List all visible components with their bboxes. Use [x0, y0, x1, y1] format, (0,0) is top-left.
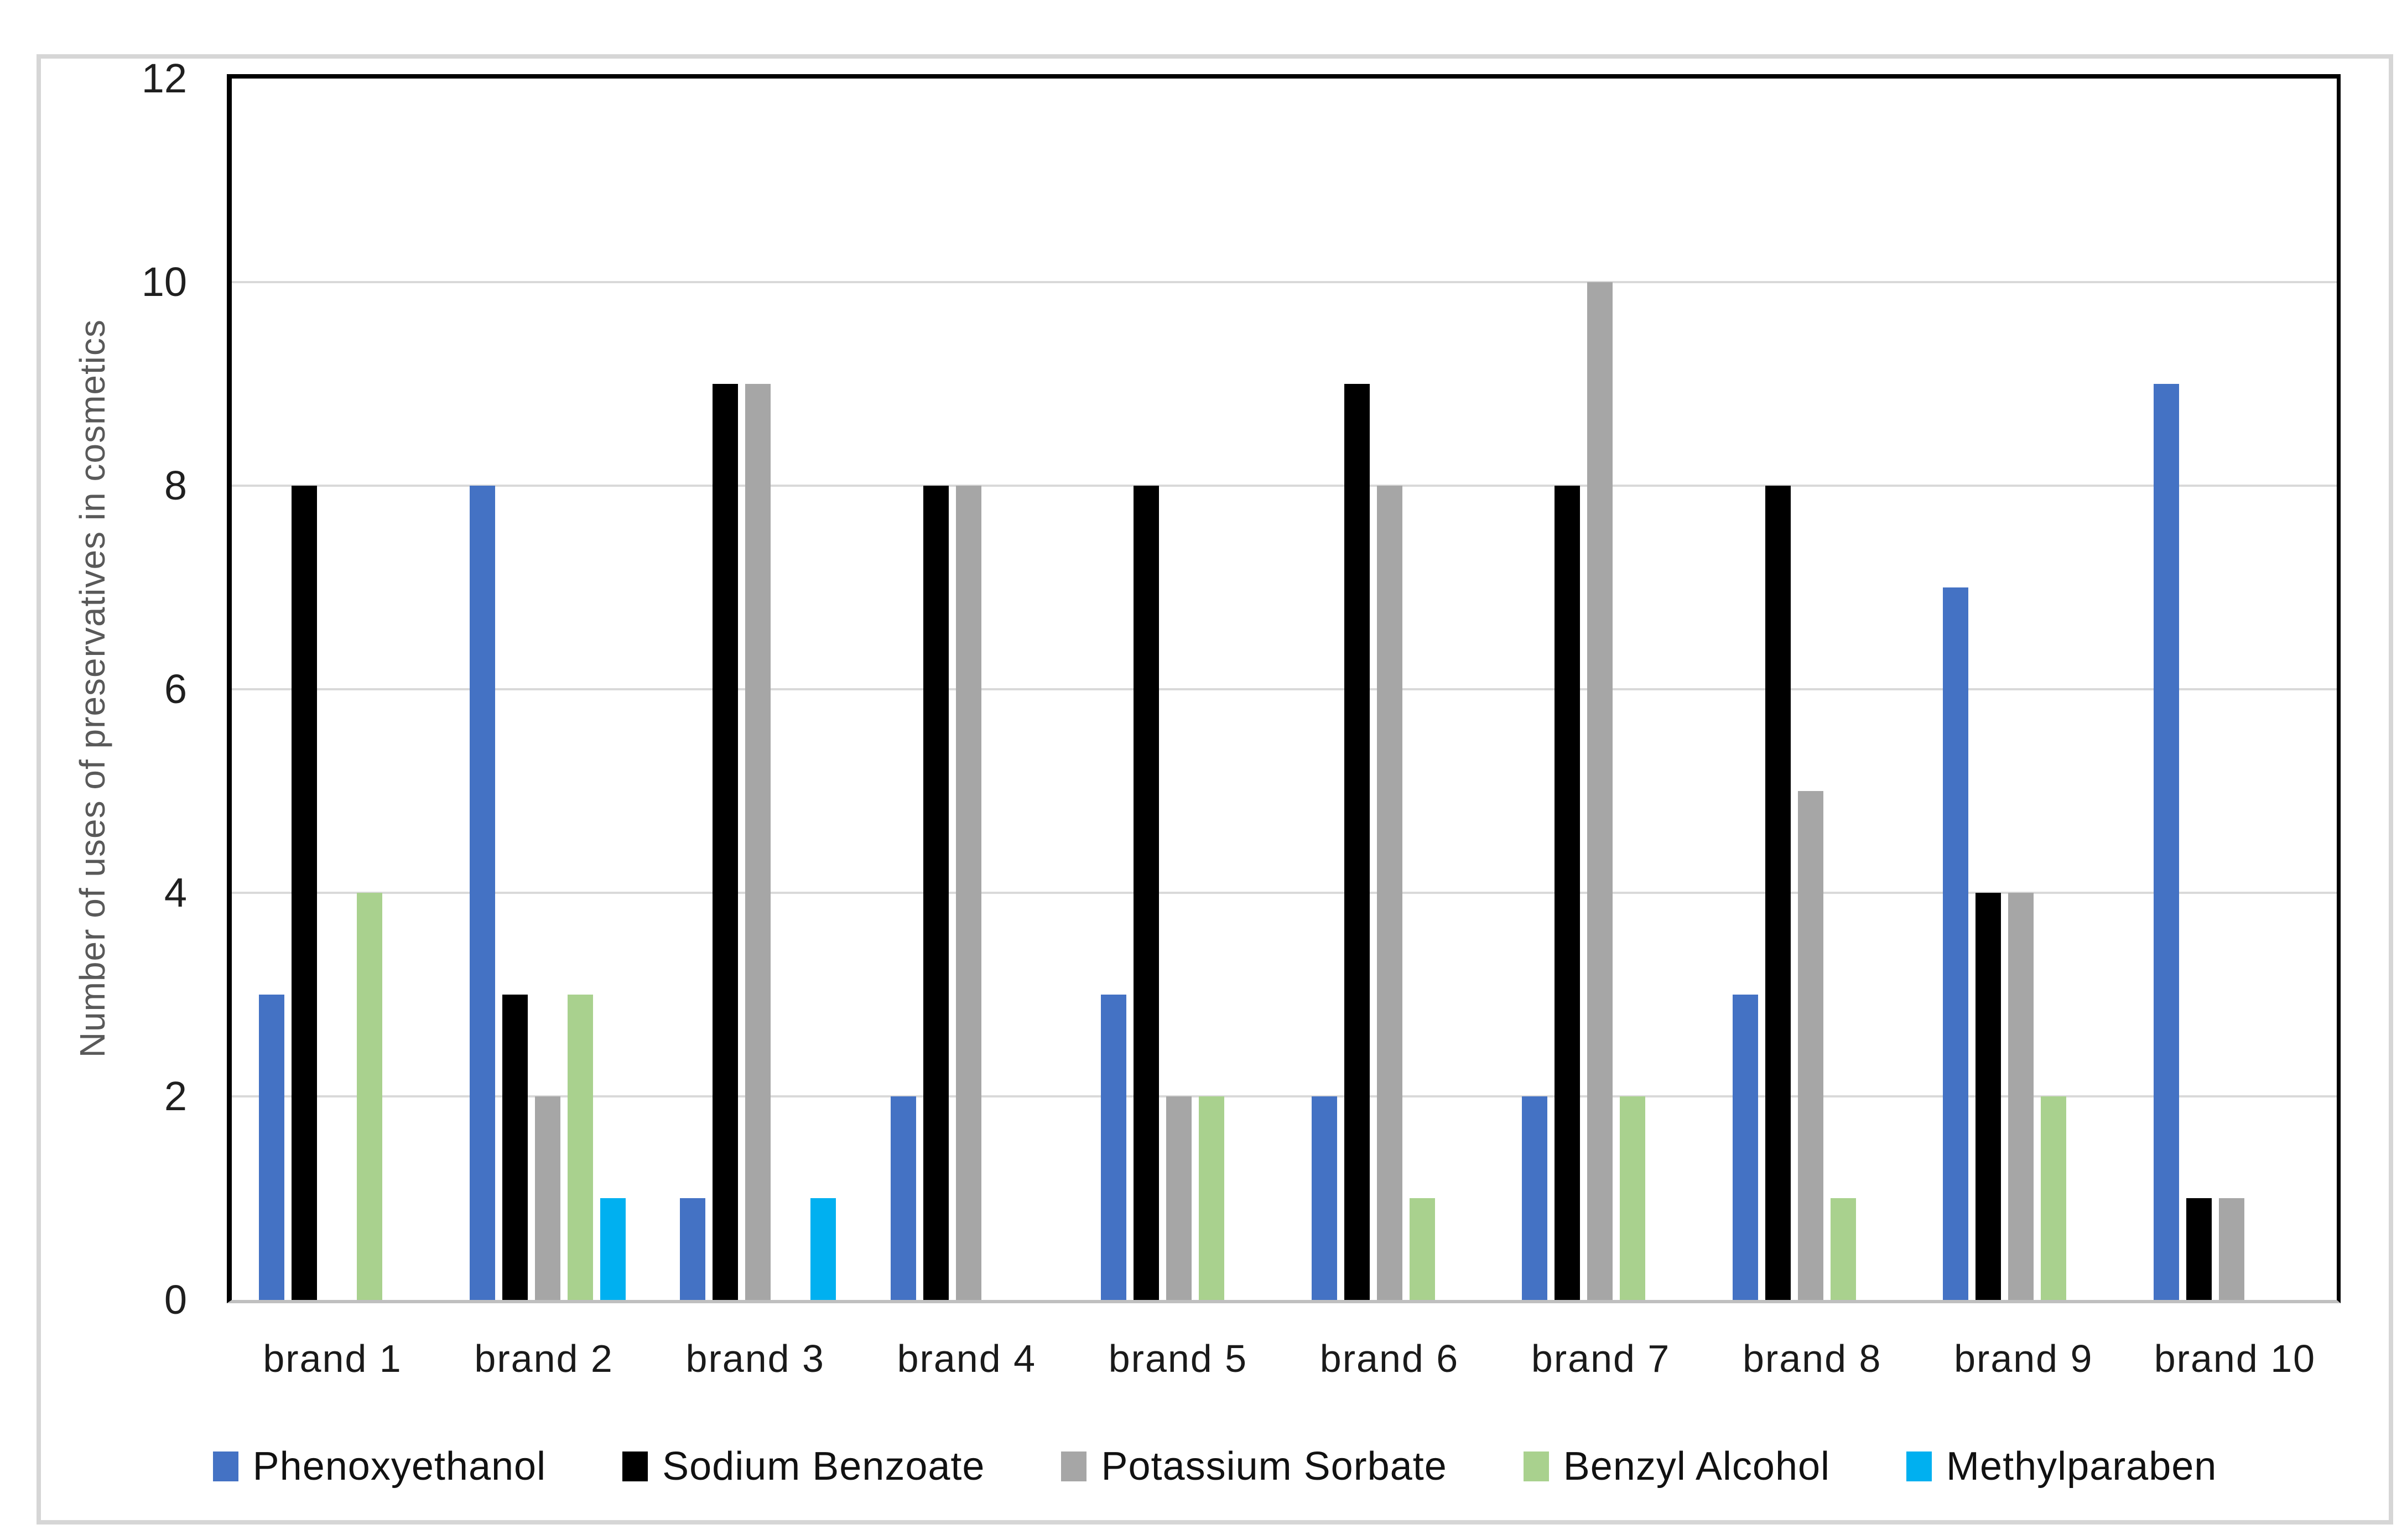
bar-group-brand-2	[443, 79, 653, 1300]
x-axis-label-brand-1: brand 1	[263, 1337, 402, 1380]
gridline-6	[232, 688, 2337, 690]
x-axis-label-brand-7: brand 7	[1531, 1337, 1671, 1380]
bar-brand-10-phenoxyethanol	[2153, 384, 2179, 1300]
bars-layer	[232, 79, 2337, 1300]
bar-brand-2-benzyl-alcohol	[567, 995, 593, 1300]
x-axis-label-brand-9: brand 9	[1954, 1337, 2093, 1380]
bar-brand-7-benzyl-alcohol	[1620, 1096, 1646, 1300]
x-axis-label-brand-8: brand 8	[1742, 1337, 1882, 1380]
gridline-10	[232, 281, 2337, 283]
y-tick-label-2: 2	[164, 1073, 187, 1119]
legend-swatch-methylparaben	[1906, 1451, 1932, 1481]
y-tick-label-0: 0	[164, 1277, 187, 1323]
bar-brand-9-benzyl-alcohol	[2041, 1096, 2067, 1300]
legend: Phenoxyethanol Sodium Benzoate Potassium S…	[41, 1436, 2389, 1497]
legend-label-phenoxyethanol: Phenoxyethanol	[252, 1444, 547, 1489]
chart-card: Number of uses of preservatives in cosme…	[37, 54, 2393, 1525]
bar-brand-5-sodium-benzoate	[1134, 486, 1160, 1300]
bar-group-brand-5	[1074, 79, 1285, 1300]
bar-brand-5-benzyl-alcohol	[1199, 1096, 1225, 1300]
bar-brand-6-phenoxyethanol	[1311, 1096, 1337, 1300]
bar-brand-5-potassium-sorbate	[1166, 1096, 1192, 1300]
bar-group-brand-7	[1495, 79, 1706, 1300]
bar-brand-3-methylparaben	[810, 1198, 836, 1300]
y-tick-label-10: 10	[141, 259, 187, 305]
bar-brand-9-sodium-benzoate	[1975, 893, 2001, 1300]
legend-item-methylparaben: Methylparaben	[1906, 1444, 2217, 1489]
y-tick-label-12: 12	[141, 55, 187, 101]
bar-brand-2-potassium-sorbate	[534, 1096, 560, 1300]
x-axis-label-brand-10: brand 10	[2154, 1337, 2316, 1380]
x-axis-label-brand-6: brand 6	[1319, 1337, 1459, 1380]
bar-brand-6-potassium-sorbate	[1376, 486, 1402, 1300]
legend-swatch-phenoxyethanol	[212, 1451, 238, 1481]
x-axis-label-brand-4: brand 4	[897, 1337, 1037, 1380]
bar-brand-3-potassium-sorbate	[745, 384, 771, 1300]
legend-label-sodium-benzoate: Sodium Benzoate	[662, 1444, 985, 1489]
legend-label-methylparaben: Methylparaben	[1946, 1444, 2217, 1489]
gridline-4	[232, 892, 2337, 894]
x-axis-label-brand-3: brand 3	[685, 1337, 825, 1380]
bar-brand-8-sodium-benzoate	[1765, 486, 1791, 1300]
legend-item-benzyl-alcohol: Benzyl Alcohol	[1523, 1444, 1831, 1489]
bar-group-brand-8	[1706, 79, 1916, 1300]
bar-brand-1-sodium-benzoate	[292, 486, 318, 1300]
bar-brand-1-benzyl-alcohol	[357, 893, 383, 1300]
bar-group-brand-3	[653, 79, 864, 1300]
bar-group-brand-9	[1916, 79, 2127, 1300]
gridline-2	[232, 1095, 2337, 1098]
bar-brand-3-sodium-benzoate	[713, 384, 739, 1300]
bar-brand-9-phenoxyethanol	[1943, 587, 1969, 1300]
bar-brand-1-phenoxyethanol	[259, 995, 285, 1300]
legend-swatch-sodium-benzoate	[622, 1451, 648, 1481]
bar-group-brand-1	[232, 79, 443, 1300]
bar-brand-6-benzyl-alcohol	[1409, 1198, 1435, 1300]
bar-group-brand-10	[2127, 79, 2337, 1300]
y-tick-label-6: 6	[164, 666, 187, 712]
bar-brand-4-phenoxyethanol	[890, 1096, 916, 1300]
legend-swatch-benzyl-alcohol	[1523, 1451, 1549, 1481]
legend-item-potassium-sorbate: Potassium Sorbate	[1061, 1444, 1447, 1489]
bar-brand-7-sodium-benzoate	[1555, 486, 1581, 1300]
y-tick-label-8: 8	[164, 462, 187, 508]
legend-label-benzyl-alcohol: Benzyl Alcohol	[1563, 1444, 1831, 1489]
bar-brand-8-potassium-sorbate	[1797, 791, 1823, 1300]
legend-swatch-potassium-sorbate	[1061, 1451, 1087, 1481]
bar-brand-6-sodium-benzoate	[1344, 384, 1370, 1300]
x-axis-label-brand-2: brand 2	[474, 1337, 614, 1380]
legend-item-phenoxyethanol: Phenoxyethanol	[212, 1444, 547, 1489]
bar-brand-9-potassium-sorbate	[2008, 893, 2034, 1300]
bar-brand-3-phenoxyethanol	[680, 1198, 706, 1300]
bar-brand-4-potassium-sorbate	[955, 486, 981, 1300]
bar-group-brand-4	[864, 79, 1074, 1300]
gridline-8	[232, 485, 2337, 487]
plot-area	[227, 74, 2341, 1303]
bar-brand-4-sodium-benzoate	[923, 486, 949, 1300]
bar-brand-2-sodium-benzoate	[502, 995, 528, 1300]
bar-brand-2-phenoxyethanol	[469, 486, 495, 1300]
legend-label-potassium-sorbate: Potassium Sorbate	[1101, 1444, 1447, 1489]
bar-brand-2-methylparaben	[600, 1198, 626, 1300]
bar-brand-5-phenoxyethanol	[1101, 995, 1127, 1300]
x-axis-label-brand-5: brand 5	[1108, 1337, 1248, 1380]
bar-brand-8-benzyl-alcohol	[1830, 1198, 1856, 1300]
y-tick-label-4: 4	[164, 870, 187, 915]
y-axis-ticks: 0 2 4 6 8 10 12	[41, 58, 227, 1320]
x-axis-labels: brand 1 brand 2 brand 3 brand 4 brand 5 brand…	[227, 1338, 2341, 1380]
bar-brand-10-sodium-benzoate	[2186, 1198, 2212, 1300]
bar-brand-7-potassium-sorbate	[1587, 282, 1613, 1300]
bar-brand-7-phenoxyethanol	[1522, 1096, 1548, 1300]
legend-item-sodium-benzoate: Sodium Benzoate	[622, 1444, 985, 1489]
bar-brand-10-potassium-sorbate	[2218, 1198, 2244, 1300]
bar-brand-8-phenoxyethanol	[1732, 995, 1758, 1300]
bar-group-brand-6	[1285, 79, 1495, 1300]
